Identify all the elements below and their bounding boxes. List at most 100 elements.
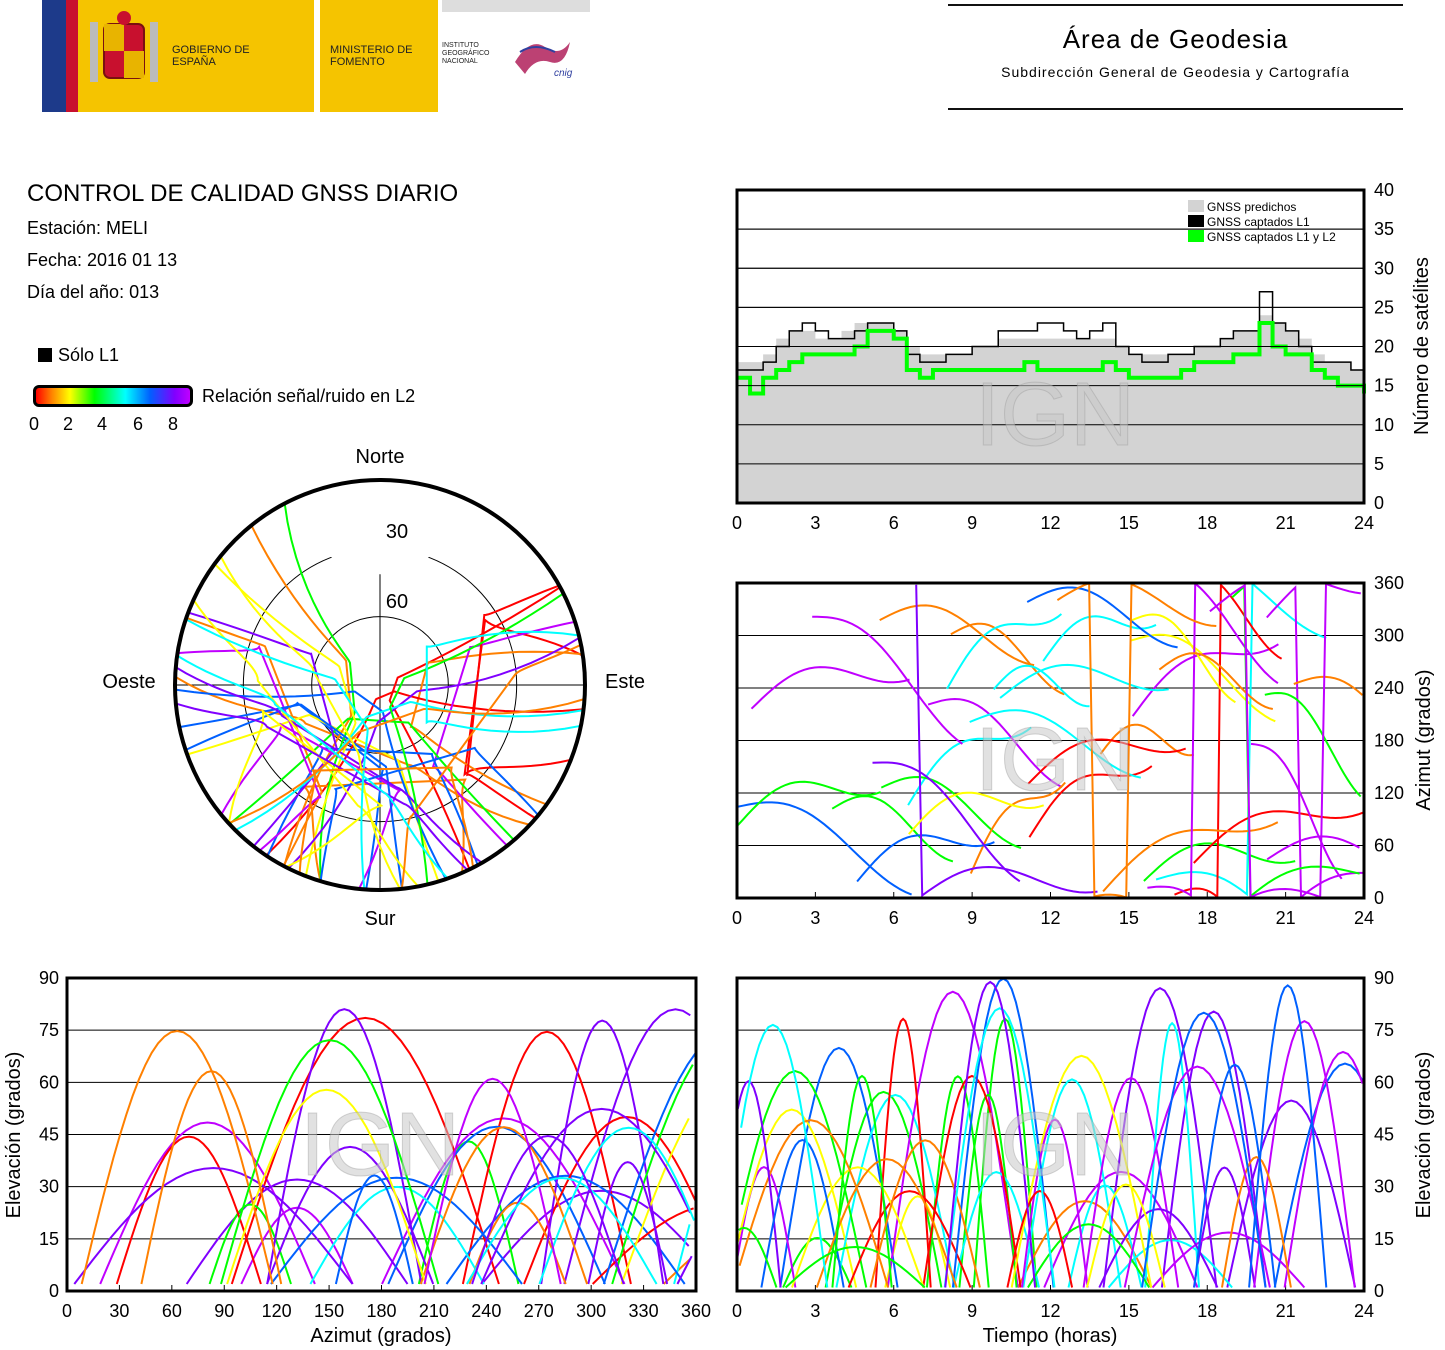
sky-track: [463, 618, 584, 777]
y-tick-label: 120: [1374, 783, 1404, 803]
elevation-track: [417, 1140, 520, 1285]
azimuth-track: [872, 761, 1021, 883]
elevation-track: [1248, 984, 1328, 1288]
x-tick-label: 18: [1197, 1301, 1217, 1321]
x-tick-label: 210: [419, 1301, 449, 1321]
azimuth-track: [1131, 613, 1236, 704]
sky-track: [177, 644, 322, 852]
ring-label-60: 60: [386, 591, 408, 613]
y-tick-label: 360: [1374, 573, 1404, 593]
x-tick-label: 21: [1276, 513, 1296, 533]
sky-track: [266, 747, 479, 866]
azimuth-track: [969, 709, 1142, 779]
x-tick-label: 90: [214, 1301, 234, 1321]
x-tick-label: 24: [1354, 513, 1374, 533]
x-tick-label: 18: [1197, 513, 1217, 533]
area-subtitle: Subdirección General de Geodesia y Carto…: [1001, 64, 1350, 80]
y-tick-label: 60: [1374, 836, 1394, 856]
y-tick-label: 5: [1374, 454, 1384, 474]
gobierno-logo: GOBIERNO DE ESPAÑA: [78, 0, 314, 112]
legend-label: GNSS captados L1: [1207, 215, 1310, 229]
y-tick-label: 0: [1374, 888, 1384, 908]
elevation-track: [1098, 1208, 1219, 1288]
elevation-track: [738, 1119, 890, 1288]
x-tick-label: 300: [576, 1301, 606, 1321]
plot-frame: [65, 976, 698, 1293]
x-tick-label: 12: [1040, 1301, 1060, 1321]
snr-colorbar: [33, 385, 193, 407]
y-tick-label: 0: [1374, 493, 1384, 513]
horizon-circle: [173, 478, 587, 892]
legend-label: GNSS captados L1 y L2: [1207, 230, 1336, 244]
elevation-track: [466, 1176, 658, 1285]
elevation-track: [1253, 1019, 1356, 1288]
elevation-track: [1022, 1078, 1122, 1288]
y-tick-label: 0: [49, 1281, 59, 1301]
azimuth-track: [915, 584, 1098, 898]
sky-track: [213, 563, 357, 877]
elevation-track: [620, 1117, 690, 1285]
ign-watermark: IGN: [975, 365, 1135, 465]
sky-track: [228, 698, 585, 825]
plot-frame: [735, 188, 1366, 505]
azimuth-track: [1143, 842, 1296, 882]
sky-track: [425, 630, 582, 733]
ign-watermark: IGN: [300, 1095, 460, 1195]
elevation-track: [1144, 1021, 1200, 1288]
elevation-track: [481, 1189, 690, 1285]
elevation-track: [423, 1077, 562, 1285]
sky-track: [388, 586, 561, 870]
elevation-track: [1102, 986, 1218, 1288]
x-tick-label: 0: [732, 908, 742, 928]
x-tick-label: 12: [1040, 513, 1060, 533]
elevation-track: [1010, 1054, 1153, 1288]
y-axis-label: Elevación (grados): [3, 1052, 25, 1219]
l1-only-label: Sólo L1: [58, 345, 120, 365]
azimuth-track: [750, 666, 910, 710]
sky-track: [174, 675, 531, 826]
azimuth-track: [831, 795, 954, 863]
elevation-track: [1193, 1063, 1277, 1288]
elevation-track: [1082, 1076, 1180, 1288]
elevation-time-tracks: [736, 977, 1364, 1289]
sky-track: [228, 717, 515, 841]
sky-track: [175, 702, 469, 872]
y-tick-label: 15: [1374, 376, 1394, 396]
y-tick-label: 20: [1374, 337, 1394, 357]
x-tick-label: 60: [162, 1301, 182, 1321]
x-tick-label: 120: [262, 1301, 292, 1321]
azimuth-track: [1099, 723, 1195, 757]
x-tick-label: 180: [366, 1301, 396, 1321]
elevation-track: [140, 1070, 283, 1285]
sky-track: [287, 636, 581, 870]
elevation-track: [1221, 1156, 1292, 1288]
x-tick-label: 24: [1354, 908, 1374, 928]
azimuth-track: [812, 615, 964, 745]
sky-track: [250, 524, 353, 867]
elevation-track: [468, 1201, 567, 1285]
sky-track: [176, 654, 449, 880]
elevation-track: [869, 1139, 981, 1288]
y-tick-label: 180: [1374, 731, 1404, 751]
azimuth-track: [1056, 581, 1217, 899]
y-tick-label: 30: [1374, 1177, 1394, 1197]
x-tick-label: 330: [629, 1301, 659, 1321]
elevation-track: [886, 990, 1019, 1288]
elevation-track: [540, 1019, 665, 1285]
elevation-track: [270, 1176, 523, 1285]
elevation-track: [226, 1088, 427, 1285]
elevation-track: [334, 1174, 414, 1285]
elevation-track: [1027, 1223, 1151, 1289]
x-tick-label: 3: [810, 513, 820, 533]
elevation-track: [663, 1257, 692, 1285]
x-tick-label: 21: [1276, 908, 1296, 928]
sky-track: [174, 688, 447, 880]
y-tick-label: 40: [1374, 180, 1394, 200]
x-tick-label: 21: [1276, 1301, 1296, 1321]
azimuth-track: [1231, 584, 1360, 899]
south-label: Sur: [364, 908, 395, 930]
y-tick-label: 90: [39, 968, 59, 988]
sky-track: [298, 766, 475, 874]
elevation-track: [602, 1051, 697, 1285]
ring-label-30: 30: [386, 521, 408, 543]
